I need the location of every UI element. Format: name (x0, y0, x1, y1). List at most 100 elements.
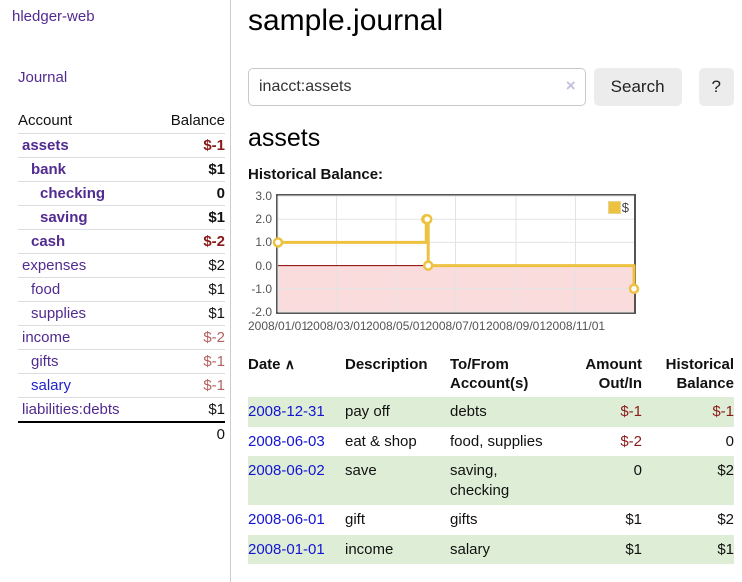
main-content: sample.journal × Search ? assets Histori… (247, 0, 734, 565)
account-row: gifts $-1 (18, 349, 225, 374)
x-tick-label: 2008/09/01 (485, 319, 546, 333)
sidebar-item-journal[interactable]: Journal (18, 69, 68, 86)
register-cell-balance: 0 (725, 432, 734, 450)
balance-step-line (272, 195, 640, 313)
x-tick-label: 2008/05/01 (365, 319, 427, 333)
register-cell-accounts: saving, checking (450, 462, 510, 499)
legend-swatch-icon (607, 201, 621, 214)
register-cell-amount: $1 (625, 511, 642, 529)
accounts-col-account: Account (18, 109, 153, 134)
register-table: Date ∧ Description To/From Account(s) Amoun… (248, 351, 734, 565)
register-row: 2008-12-31 pay off debts $-1 $-1 (248, 397, 734, 427)
register-col-historical-balance: Historical Balance (665, 356, 734, 393)
accounts-total-row: 0 (18, 421, 225, 446)
transaction-date-link[interactable]: 2008-12-31 (248, 403, 325, 421)
register-cell-accounts: debts (450, 403, 487, 421)
sidebar-account-bank[interactable]: bank (31, 161, 67, 178)
account-balance: 0 (152, 181, 225, 206)
brand-link[interactable]: hledger-web (12, 8, 95, 25)
register-cell-date: 2008-06-03 (248, 427, 345, 457)
register-cell-accounts: food, supplies (450, 432, 543, 450)
sidebar-account-saving[interactable]: saving (40, 209, 88, 226)
x-tick-label: 2008/01/01 (247, 319, 309, 333)
transaction-date-link[interactable]: 2008-01-01 (248, 540, 325, 558)
account-row: bank $1 (18, 157, 225, 182)
register-cell-description: save (345, 462, 377, 480)
accounts-table: Account Balance assets $-1 bank $1 checking 0… (18, 109, 225, 446)
sidebar-account-income[interactable]: income (22, 329, 71, 346)
register-row: 2008-01-01 income salary $1 $1 (248, 534, 734, 565)
sidebar-account-cash[interactable]: cash (31, 233, 66, 250)
account-balance: $-2 (152, 229, 225, 254)
register-cell-accounts: gifts (450, 511, 478, 529)
transaction-date-link[interactable]: 2008-06-02 (248, 462, 325, 480)
register-col-date[interactable]: Date ∧ (248, 356, 295, 373)
register-cell-balance: $2 (717, 511, 734, 529)
x-tick-label: 2008/03/01 (306, 319, 367, 333)
register-cell-amount: $-2 (620, 432, 642, 450)
search-button[interactable]: Search (593, 68, 682, 106)
sidebar-account-expenses[interactable]: expenses (22, 257, 87, 274)
sidebar-account-food[interactable]: food (31, 281, 61, 298)
register-cell-date: 2008-06-01 (248, 505, 345, 535)
register-cell-date: 2008-06-02 (248, 456, 345, 505)
accounts-total-value: 0 (152, 421, 225, 446)
account-row: saving $1 (18, 205, 225, 230)
register-cell-balance: $2 (717, 462, 734, 480)
y-tick-label: 0.0 (255, 258, 272, 273)
register-row: 2008-06-03 eat & shop food, supplies $-2 0 (248, 427, 734, 457)
register-cell-description: gift (345, 511, 366, 529)
search-form: × Search ? (248, 68, 734, 106)
register-row: 2008-06-02 save saving, checking 0 $2 (248, 456, 734, 506)
account-row: income $-2 (18, 325, 225, 350)
register-cell-description: pay off (345, 403, 390, 421)
register-col-amount-out-in: Amount Out/In (585, 356, 642, 393)
y-tick-label: 3.0 (255, 189, 272, 203)
clear-search-icon[interactable]: × (565, 76, 576, 95)
transaction-date-link[interactable]: 2008-06-03 (248, 432, 325, 450)
y-tick-label: -2.0 (251, 305, 272, 319)
account-balance: $1 (152, 301, 225, 326)
account-balance: $2 (152, 253, 225, 278)
x-tick-label: 2008/07/01 (425, 319, 486, 333)
transaction-date-link[interactable]: 2008-06-01 (248, 511, 325, 529)
chart-legend: $ (605, 199, 631, 216)
search-input[interactable] (248, 68, 586, 106)
account-heading: assets (248, 124, 321, 152)
chart-title: Historical Balance: (248, 166, 384, 183)
register-cell-date: 2008-01-01 (248, 535, 345, 565)
sort-asc-icon: ∧ (284, 356, 295, 372)
y-tick-label: 2.0 (255, 212, 272, 227)
page-title: sample.journal (248, 4, 444, 37)
account-balance: $-1 (152, 373, 225, 398)
account-row: salary $-1 (18, 373, 225, 398)
register-cell-balance: $-1 (712, 403, 734, 421)
register-cell-description: income (345, 540, 394, 558)
account-row: assets $-1 (18, 133, 225, 158)
help-button[interactable]: ? (698, 68, 734, 106)
y-tick-label: 1.0 (255, 235, 272, 250)
account-row: supplies $1 (18, 301, 225, 326)
sidebar-account-supplies[interactable]: supplies (31, 305, 87, 322)
sidebar-account-gifts[interactable]: gifts (31, 353, 59, 370)
sidebar-account-liabilities-debts[interactable]: liabilities:debts (22, 401, 120, 418)
sidebar-account-checking[interactable]: checking (40, 185, 106, 202)
sidebar-account-assets[interactable]: assets (22, 137, 69, 154)
accounts-col-balance: Balance (152, 109, 225, 134)
account-balance: $1 (152, 277, 225, 302)
sidebar: hledger-web Journal Account Balance asse… (0, 0, 231, 582)
accounts-total-spacer (18, 421, 153, 446)
legend-label: $ (621, 200, 629, 215)
account-row: food $1 (18, 277, 225, 302)
account-row: liabilities:debts $1 (18, 398, 225, 423)
account-balance: $-1 (152, 349, 225, 374)
account-row: expenses $2 (18, 253, 225, 278)
register-row: 2008-06-01 gift gifts $1 $2 (248, 505, 734, 535)
register-col-description: Description (345, 356, 428, 373)
account-row: checking 0 (18, 181, 225, 206)
account-row: cash $-2 (18, 229, 225, 254)
sidebar-account-salary[interactable]: salary (31, 377, 72, 394)
register-col-to-from-account-s-: To/From Account(s) (450, 356, 529, 393)
account-balance: $-1 (152, 133, 225, 158)
